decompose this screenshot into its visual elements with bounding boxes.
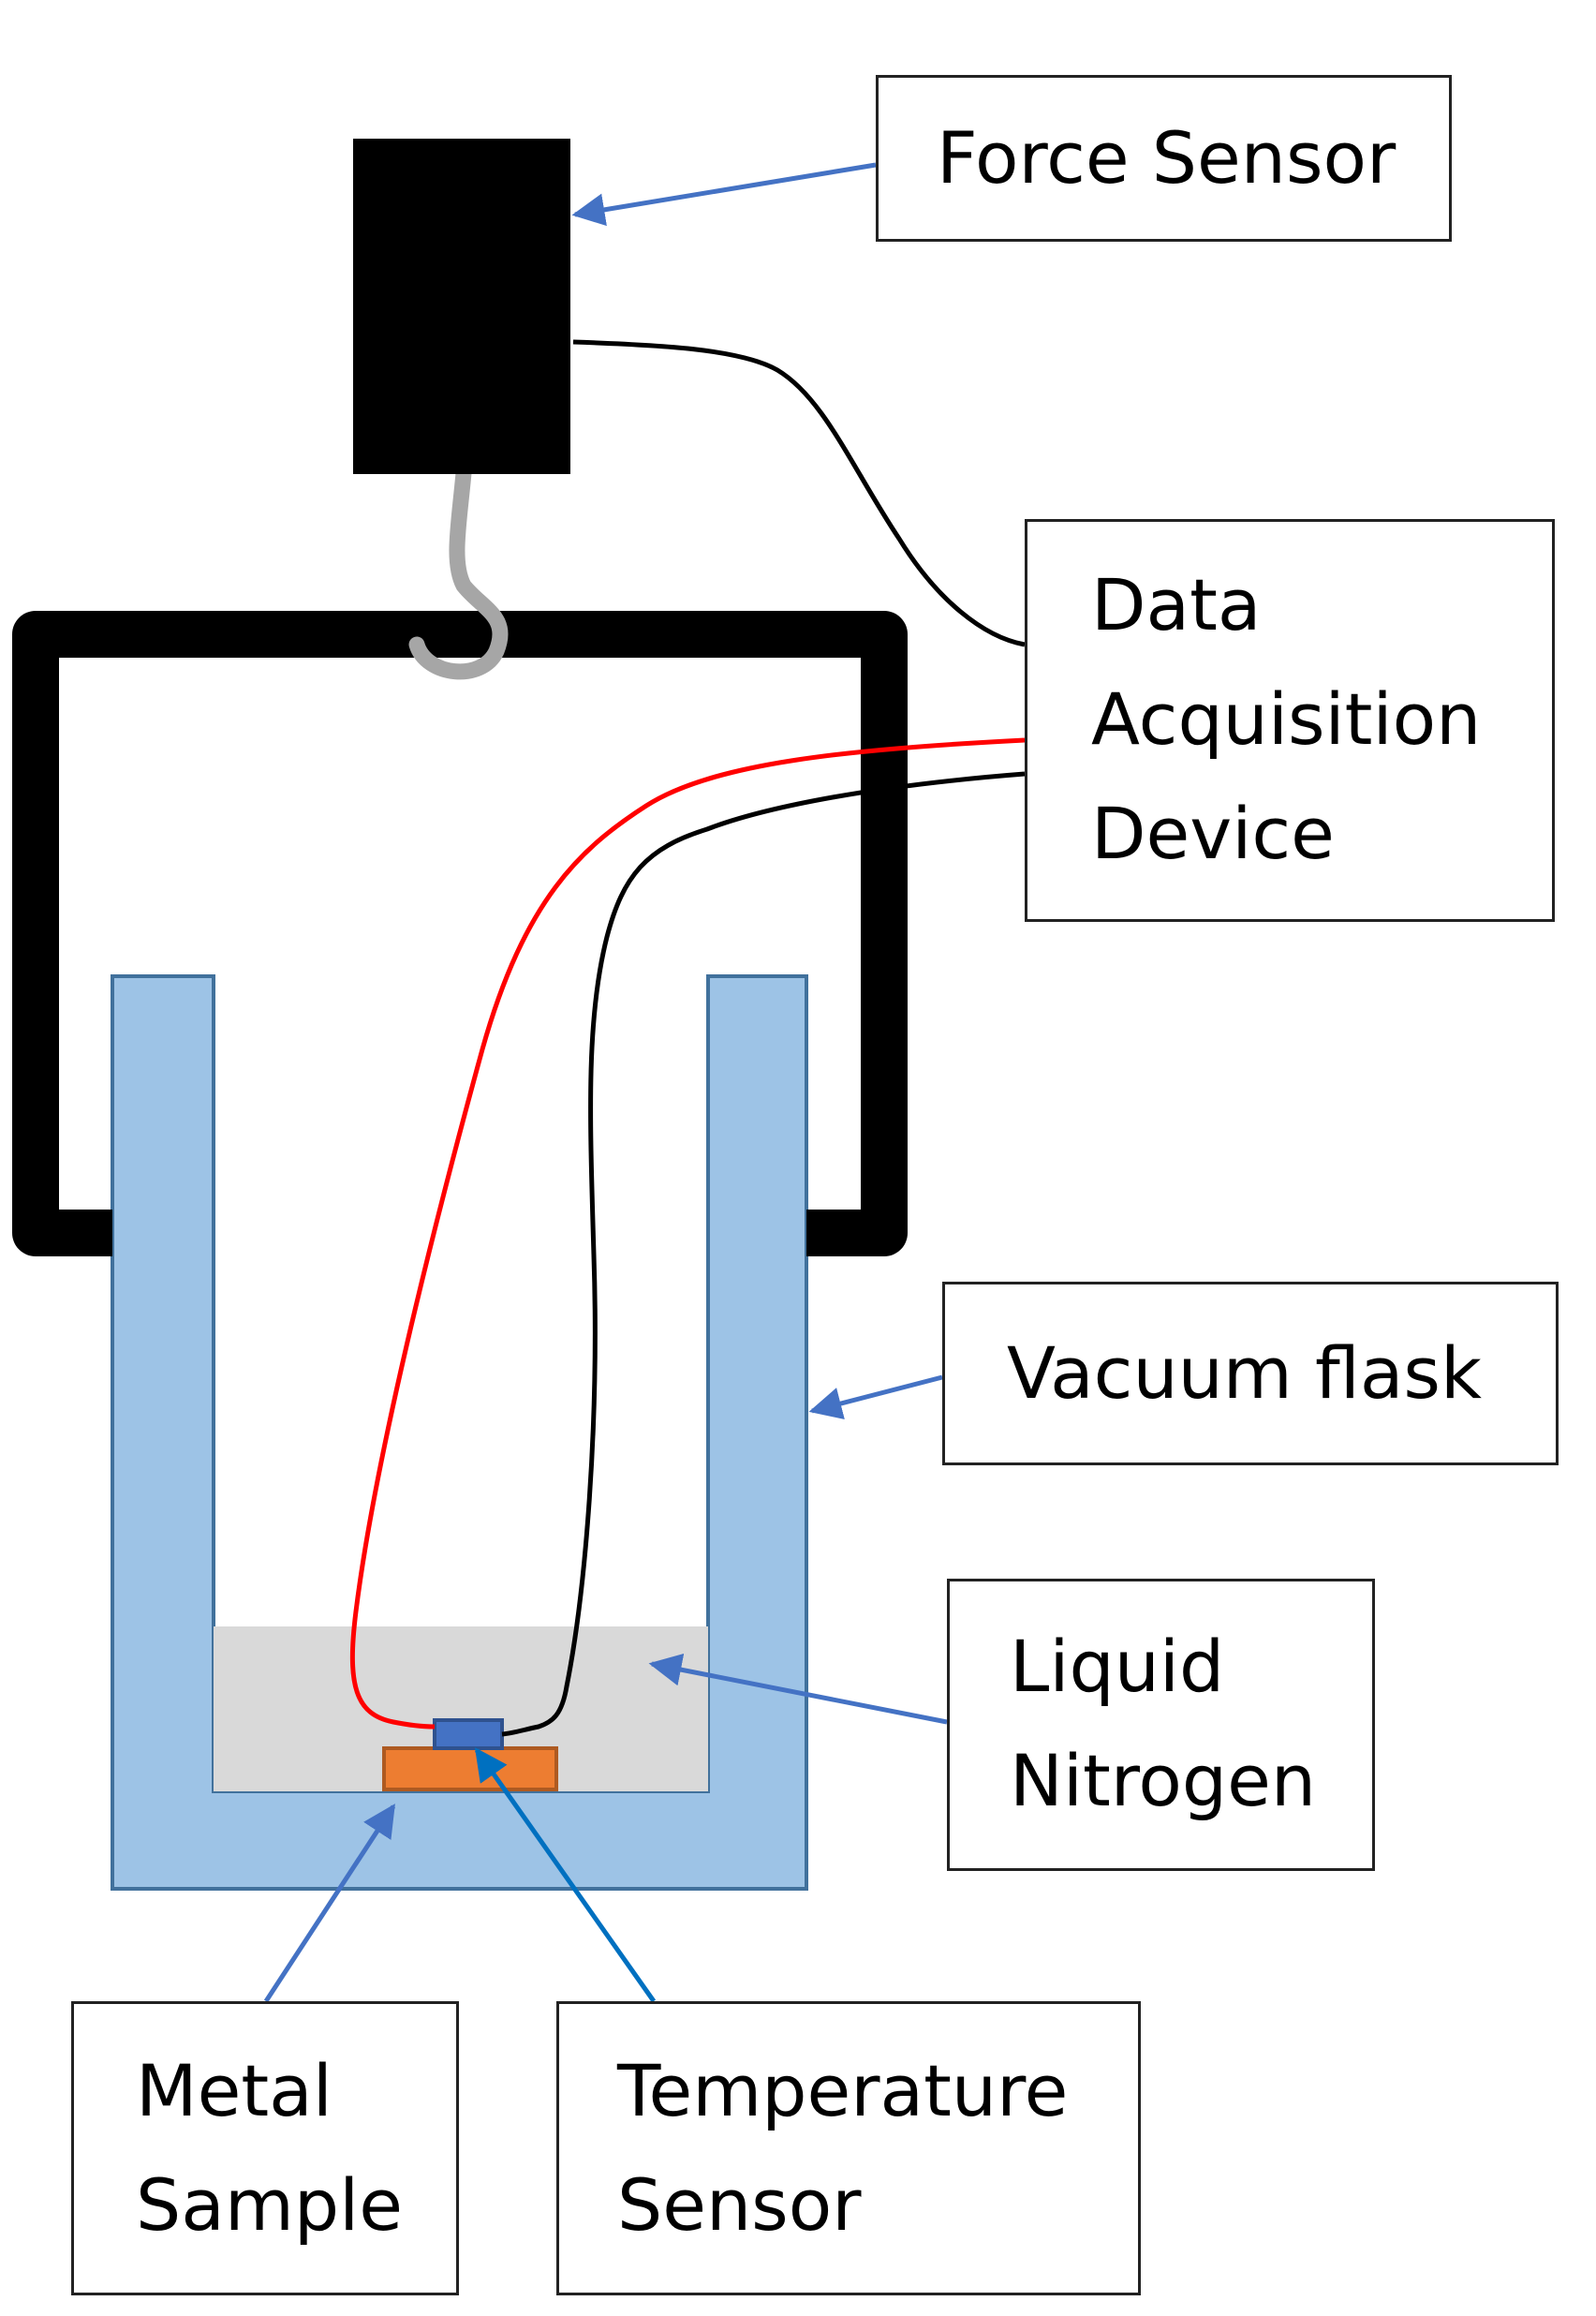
metal-sample-arrow — [263, 1804, 396, 2003]
temperature-sensor-label-line-2: Sensor — [617, 2163, 862, 2247]
force-sensor-arrow — [571, 162, 877, 227]
metal-sample — [382, 1746, 558, 1791]
vacuum-flask — [111, 974, 808, 1891]
force-sensor-label-box: Force Sensor — [876, 75, 1452, 242]
data-acquisition-device-label-line-1: Data — [1091, 563, 1262, 646]
temperature-sensor-label-box: Temperature Sensor — [556, 2001, 1141, 2295]
metal-sample-label-line-2: Sample — [136, 2163, 403, 2247]
vacuum-flask-arrow — [808, 1374, 943, 1420]
support-frame — [12, 611, 908, 1256]
data-acquisition-device-label-line-3: Device — [1091, 792, 1335, 875]
vacuum-flask-label-box: Vacuum flask — [942, 1282, 1559, 1465]
metal-sample-label-line-1: Metal — [136, 2049, 332, 2132]
temperature-sensor-arrow — [474, 1747, 657, 2003]
force-sensor — [353, 139, 570, 474]
temperature-sensor — [433, 1718, 504, 1750]
black-wire — [501, 771, 1026, 1737]
data-acquisition-device-label-box: Data Acquisition Device — [1025, 519, 1555, 922]
liquid-nitrogen-arrow — [648, 1653, 948, 1725]
liquid-nitrogen-label-line-2: Nitrogen — [1010, 1739, 1317, 1822]
red-wire — [349, 737, 1026, 1730]
metal-sample-label-box: Metal Sample — [71, 2001, 459, 2295]
force-sensor-wire — [572, 339, 1026, 647]
liquid-nitrogen-label-box: Liquid Nitrogen — [947, 1579, 1375, 1871]
sensor-hook — [408, 465, 509, 680]
liquid-nitrogen-label-line-1: Liquid — [1010, 1625, 1225, 1708]
data-acquisition-device-label-line-2: Acquisition — [1091, 677, 1482, 761]
vacuum-flask-label: Vacuum flask — [1007, 1331, 1483, 1415]
force-sensor-label: Force Sensor — [937, 116, 1396, 200]
temperature-sensor-label-line-1: Temperature — [617, 2049, 1069, 2132]
